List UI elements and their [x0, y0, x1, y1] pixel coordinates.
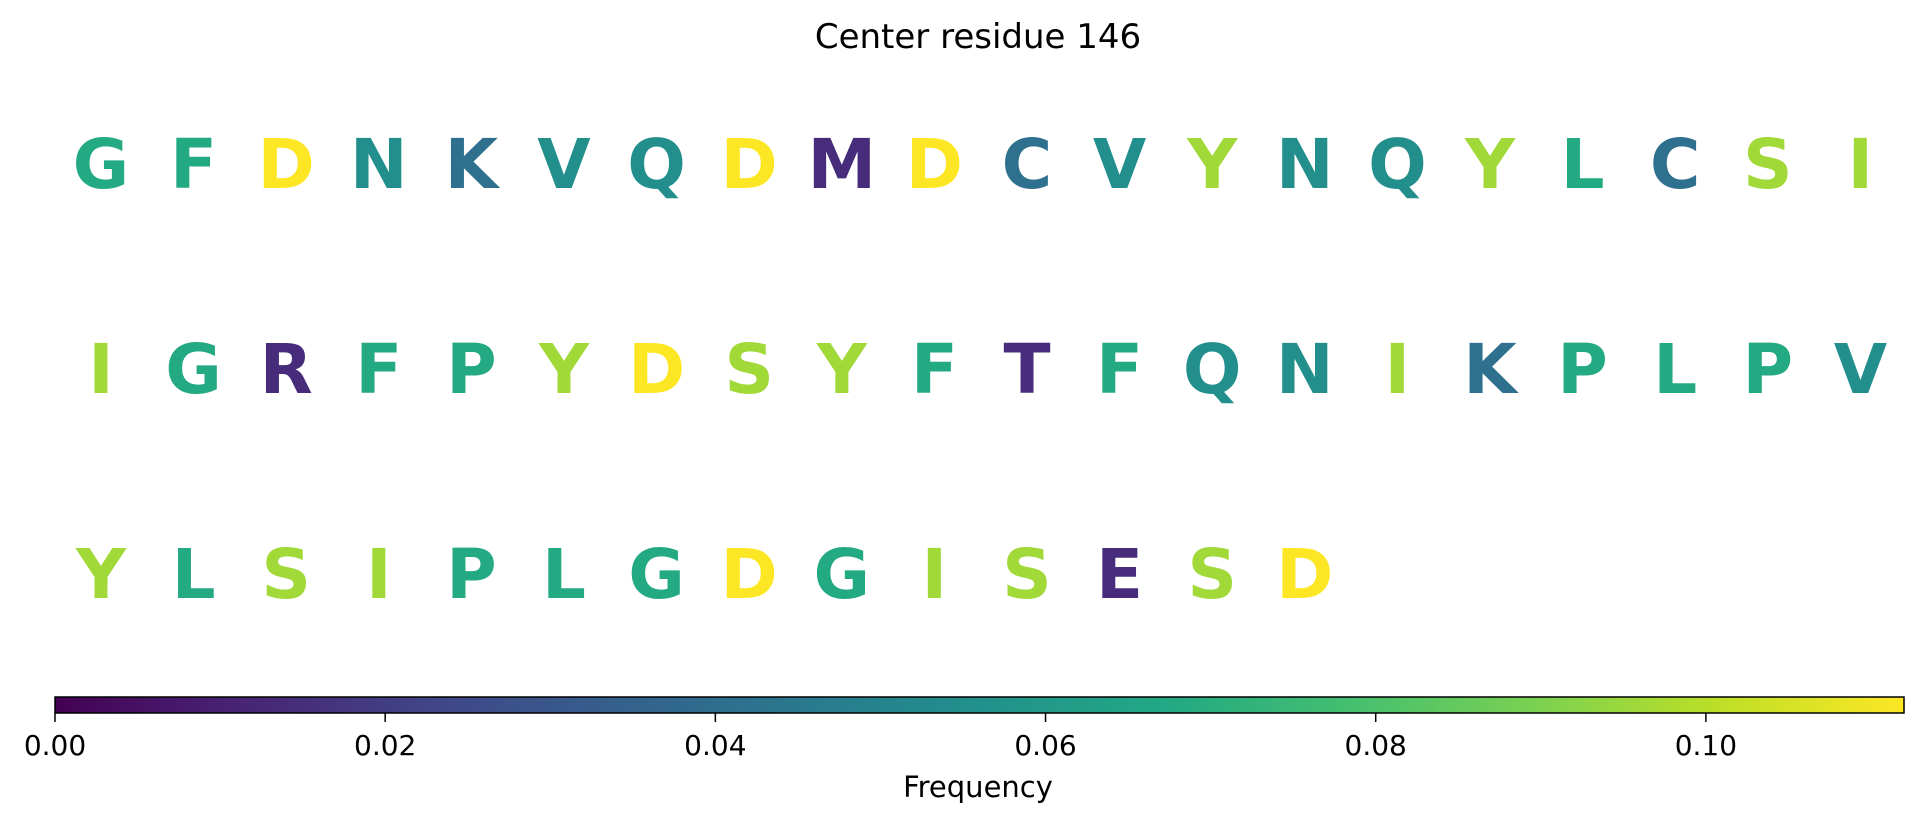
residue-letter: V — [1834, 330, 1888, 410]
residue-letter: N — [1276, 330, 1334, 410]
residue-letter: K — [1463, 330, 1519, 410]
residue-letter: E — [1096, 535, 1143, 615]
residue-letter: L — [172, 535, 216, 615]
colorbar-tick-label: 0.06 — [1014, 729, 1076, 762]
residue-letter: D — [258, 125, 315, 205]
residue-letter: M — [807, 125, 876, 205]
residue-letter: K — [445, 125, 501, 205]
residue-letter: P — [1743, 330, 1794, 410]
residue-letter: P — [446, 330, 497, 410]
residue-letter: D — [906, 125, 963, 205]
colorbar-gradient — [54, 696, 1905, 714]
residue-letter: Y — [1464, 125, 1516, 205]
residue-letter: D — [1276, 535, 1333, 615]
chart-title: Center residue 146 — [815, 17, 1141, 57]
residue-letter: Q — [627, 125, 686, 205]
residue-letter: Q — [1183, 330, 1242, 410]
residue-letter: T — [1003, 330, 1050, 410]
residue-letter: F — [355, 330, 402, 410]
residue-letter: I — [88, 330, 114, 410]
residue-letter: S — [1002, 535, 1052, 615]
residue-letter: R — [260, 330, 313, 410]
residue-letter: L — [542, 535, 586, 615]
residue-letter: L — [1561, 125, 1605, 205]
residue-letter: N — [1276, 125, 1334, 205]
residue-letter: Y — [75, 535, 127, 615]
residue-letter: Y — [1186, 125, 1238, 205]
residue-letter: N — [350, 125, 408, 205]
residue-letter: V — [1093, 125, 1147, 205]
residue-letter: C — [1650, 125, 1701, 205]
residue-letter: D — [721, 535, 778, 615]
residue-letter: G — [165, 330, 222, 410]
colorbar-tick-label: 0.08 — [1345, 729, 1407, 762]
colorbar: 0.00 0.02 0.04 0.06 0.08 0.10 Frequency — [24, 696, 1905, 804]
residue-letter: G — [628, 535, 685, 615]
residue-letter: D — [721, 125, 778, 205]
residue-letter: I — [366, 535, 392, 615]
residue-letter: I — [922, 535, 948, 615]
colorbar-tick-label: 0.00 — [24, 729, 86, 762]
residue-letter: P — [1557, 330, 1608, 410]
residue-letter: L — [1653, 330, 1697, 410]
residue-letter: G — [813, 535, 870, 615]
colorbar-ticks: 0.00 0.02 0.04 0.06 0.08 0.10 — [24, 713, 1737, 762]
residue-letter: I — [1848, 125, 1874, 205]
residue-letter: D — [628, 330, 685, 410]
residue-letters: G F D N K V Q D M D C V Y N Q Y L C S II G R F P Y D S Y F T F Q N I K P L P V… — [73, 125, 1888, 615]
colorbar-tick-label: 0.10 — [1675, 729, 1737, 762]
residue-letter: V — [537, 125, 591, 205]
residue-letter: F — [911, 330, 958, 410]
residue-letter: C — [1002, 125, 1053, 205]
residue-letter: S — [261, 535, 311, 615]
residue-letter: I — [1385, 330, 1411, 410]
residue-letter: Q — [1368, 125, 1427, 205]
residue-letter: G — [73, 125, 130, 205]
colorbar-tick-label: 0.04 — [684, 729, 746, 762]
residue-letter: Y — [816, 330, 868, 410]
residue-letter: S — [1187, 535, 1237, 615]
colorbar-label: Frequency — [903, 770, 1053, 804]
residue-letter: P — [446, 535, 497, 615]
residue-letter: F — [1096, 330, 1143, 410]
residue-letter: F — [170, 125, 217, 205]
colorbar-tick-label: 0.02 — [354, 729, 416, 762]
residue-letter: Y — [538, 330, 590, 410]
residue-letter: S — [1743, 125, 1793, 205]
residue-letter: S — [724, 330, 774, 410]
